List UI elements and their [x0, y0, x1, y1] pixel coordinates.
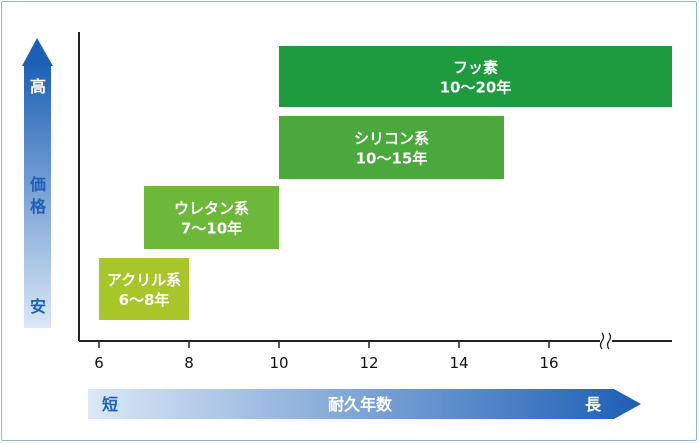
x-tick-label: 8	[184, 354, 194, 372]
durability-arrow-shape	[88, 389, 641, 419]
price-low-label: 安	[30, 297, 46, 316]
durability-long-label: 長	[585, 395, 602, 414]
durability-axis-label: 耐久年数	[328, 395, 393, 414]
bar-10-15	[279, 116, 504, 179]
axis-break-mark	[606, 332, 612, 350]
durability-arrow: 短 耐久年数 長	[88, 389, 641, 419]
bar-10-20	[279, 46, 672, 107]
axis-break-mark	[599, 332, 605, 350]
price-axis-label-char: 価	[29, 175, 46, 194]
bar-years-label: 6〜8年	[119, 291, 170, 309]
bars: アクリル系 6〜8年 ウレタン系 7〜10年 シリコン系 10〜15年 フッ素 10〜20年	[99, 46, 672, 320]
price-arrow-shaft	[24, 62, 51, 328]
bar-name-label: アクリル系	[107, 271, 181, 289]
axes: 6 8 10 12 14 16	[78, 32, 672, 372]
bar-name-label: ウレタン系	[174, 200, 249, 218]
bar-name-label: シリコン系	[354, 130, 429, 148]
bar-6-8	[99, 258, 189, 320]
x-tick-label: 14	[449, 354, 468, 372]
x-tick-label: 10	[269, 354, 288, 372]
x-tick-label: 6	[94, 354, 104, 372]
x-tick-label: 16	[539, 354, 558, 372]
bar-name-label: フッ素	[453, 59, 498, 77]
price-arrow-head	[22, 38, 53, 66]
price-axis-label-char: 格	[30, 197, 47, 216]
bar-7-10	[144, 186, 279, 249]
x-tick-label: 12	[359, 354, 378, 372]
bar-years-label: 7〜10年	[181, 220, 242, 238]
bar-years-label: 10〜20年	[440, 79, 512, 97]
bar-years-label: 10〜15年	[356, 150, 428, 168]
price-high-label: 高	[30, 77, 46, 96]
durability-short-label: 短	[102, 395, 118, 414]
